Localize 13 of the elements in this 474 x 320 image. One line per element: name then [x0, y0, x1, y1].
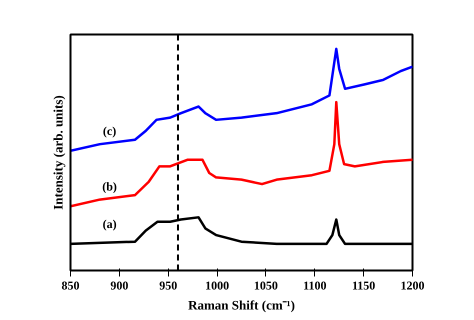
x-tick-label: 1000: [205, 278, 230, 292]
x-axis-title: Raman Shift (cm⁻¹): [188, 298, 295, 312]
x-tick-label: 1050: [254, 278, 278, 292]
x-tick-label: 950: [159, 278, 178, 292]
series-label: (b): [102, 179, 117, 194]
x-tick-label: 900: [110, 278, 128, 292]
x-tick-label: 1150: [352, 278, 376, 292]
series-label: (c): [102, 124, 116, 138]
x-tick-label: 1100: [303, 278, 326, 292]
x-tick-label: 850: [62, 278, 80, 292]
x-tick-label: 1200: [400, 278, 424, 292]
series-label: (a): [102, 216, 117, 231]
y-axis-title: Intensity (arb. units): [50, 95, 66, 210]
